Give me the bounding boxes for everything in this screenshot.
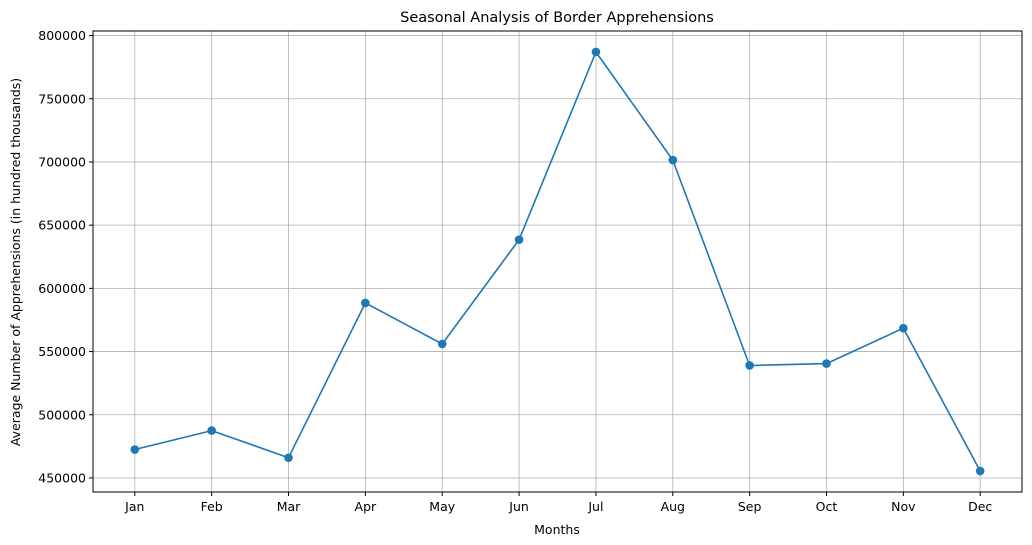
y-tick-label: 650000 — [38, 218, 86, 233]
data-point — [668, 155, 678, 165]
chart-title: Seasonal Analysis of Border Apprehension… — [400, 10, 714, 26]
data-point — [822, 359, 831, 368]
x-tick-label: Nov — [891, 499, 916, 514]
y-axis-label: Average Number of Apprehensions (in hund… — [8, 78, 23, 446]
x-axis-ticks: Jan Feb Mar Apr May Jun Jul Aug Sep Oct Nov Dec — [124, 492, 992, 514]
data-point — [899, 323, 908, 333]
data-point — [514, 235, 524, 244]
x-tick-label: Oct — [816, 499, 838, 514]
x-tick-label: May — [429, 499, 455, 514]
plot-frame — [92, 30, 1023, 493]
data-point — [284, 453, 293, 463]
data-point — [437, 339, 447, 349]
data-point — [130, 445, 140, 454]
x-tick-label: Sep — [738, 499, 762, 514]
x-tick-label: Feb — [201, 499, 223, 514]
data-point — [745, 361, 754, 370]
x-tick-label: Jul — [587, 499, 603, 514]
x-tick-label: Mar — [277, 499, 301, 514]
x-tick-label: Dec — [968, 499, 992, 514]
grid-lines — [93, 31, 1022, 492]
y-tick-label: 450000 — [38, 470, 86, 485]
x-tick-label: Apr — [355, 499, 377, 514]
y-tick-label: 700000 — [38, 154, 86, 169]
x-tick-label: Jan — [124, 499, 144, 514]
y-tick-label: 750000 — [38, 91, 86, 106]
y-axis-ticks: 450000 500000 550000 600000 650000 700000 7500… — [38, 28, 93, 485]
data-point — [361, 298, 370, 308]
x-axis-label: Months — [534, 522, 580, 537]
x-tick-label: Jun — [508, 499, 529, 514]
y-tick-label: 800000 — [38, 28, 86, 43]
series-line — [134, 51, 981, 472]
y-tick-label: 500000 — [38, 407, 86, 422]
data-point — [207, 426, 216, 435]
data-point — [591, 47, 601, 57]
data-point — [975, 466, 985, 476]
y-tick-label: 600000 — [38, 281, 86, 296]
x-tick-label: Aug — [661, 499, 685, 514]
y-tick-label: 550000 — [38, 344, 86, 359]
series-layer — [130, 47, 985, 476]
